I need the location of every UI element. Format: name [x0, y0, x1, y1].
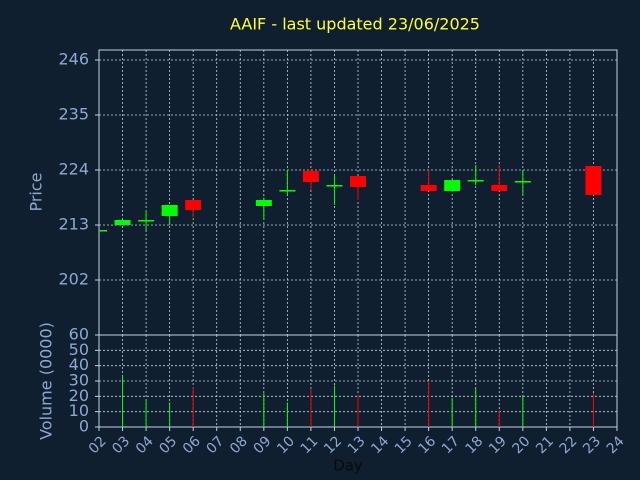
x-tick-label: 21 — [533, 433, 557, 457]
candle-body — [585, 166, 602, 195]
candle-body — [467, 180, 484, 182]
y-tick-label: 30 — [69, 371, 89, 390]
y-tick-label: 213 — [58, 215, 89, 234]
candle-body — [514, 181, 531, 183]
x-tick-label: 24 — [604, 433, 628, 457]
candle-body — [420, 185, 437, 191]
x-tick-label: 05 — [156, 433, 180, 457]
x-tick-label: 10 — [274, 433, 298, 457]
x-tick-label: 03 — [109, 433, 133, 457]
candle-body — [138, 220, 155, 222]
x-tick-label: 16 — [415, 433, 439, 457]
candle-body — [444, 180, 461, 191]
x-tick-label: 09 — [251, 433, 275, 457]
candle-body — [99, 230, 107, 232]
x-tick-label: 15 — [392, 433, 416, 457]
x-tick-label: 13 — [345, 433, 369, 457]
x-tick-label: 08 — [227, 433, 251, 457]
chart-title: AAIF - last updated 23/06/2025 — [230, 15, 480, 34]
y-tick-label: 202 — [58, 270, 89, 289]
y-tick-label: 235 — [58, 105, 89, 124]
candle-body — [114, 220, 131, 225]
x-tick-label: 19 — [486, 433, 510, 457]
x-tick-label: 14 — [368, 433, 392, 457]
candle-body — [279, 190, 296, 192]
x-tick-label: 02 — [86, 433, 110, 457]
y-tick-label: 60 — [69, 325, 89, 344]
x-tick-label: 20 — [510, 433, 534, 457]
y-axis-label: Price — [27, 172, 46, 211]
candle-body — [161, 205, 178, 216]
x-tick-label: 18 — [462, 433, 486, 457]
x-tick-label: 04 — [133, 433, 157, 457]
x-axis-label: Day — [333, 457, 363, 475]
x-tick-label: 23 — [580, 433, 604, 457]
y-tick-label: 0 — [79, 417, 89, 436]
y-tick-label: 40 — [69, 355, 89, 374]
x-tick-label: 11 — [298, 433, 322, 457]
y-tick-label: 20 — [69, 386, 89, 405]
x-tick-label: 22 — [557, 433, 581, 457]
x-tick-label: 06 — [180, 433, 204, 457]
candle-body — [185, 200, 202, 210]
candle-body — [326, 185, 343, 187]
x-tick-label: 17 — [439, 433, 463, 457]
candle-body — [350, 176, 366, 187]
x-tick-label: 07 — [203, 433, 227, 457]
y-tick-label: 50 — [69, 340, 89, 359]
candle-body — [491, 185, 508, 191]
y-tick-label: 10 — [69, 401, 89, 420]
y-axis-label: Volume (0000) — [37, 322, 56, 440]
candle-body — [302, 171, 319, 182]
y-tick-label: 224 — [58, 160, 89, 179]
y-tick-label: 246 — [58, 50, 89, 69]
x-tick-label: 12 — [321, 433, 345, 457]
candle-body — [255, 200, 272, 206]
